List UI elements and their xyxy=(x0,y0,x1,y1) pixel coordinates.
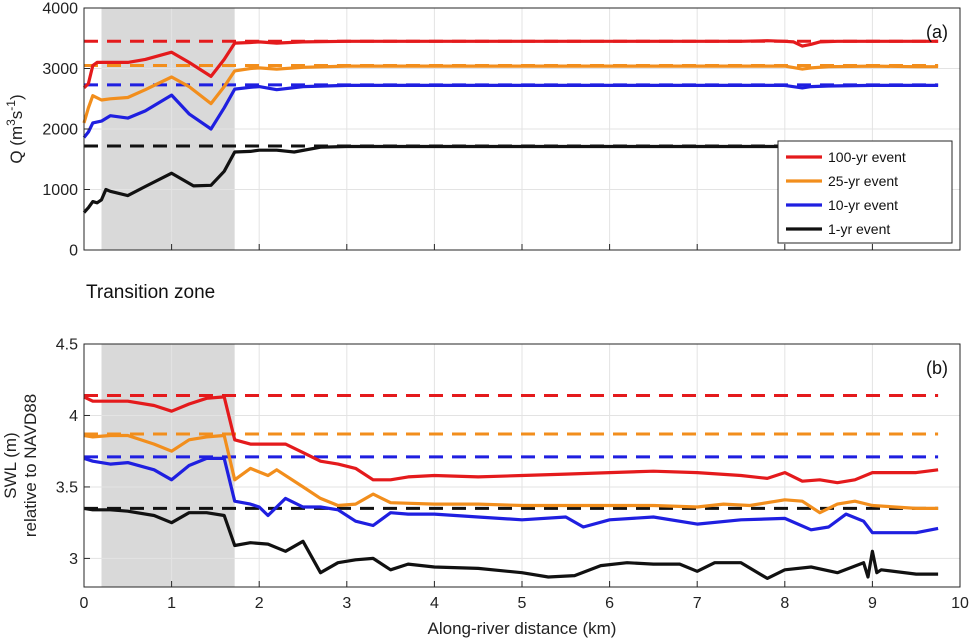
x-tick-label: 1 xyxy=(167,595,176,612)
transition-zone-shading xyxy=(101,344,235,587)
y-tick-label: 3 xyxy=(69,551,78,568)
x-tick-label: 4 xyxy=(430,595,439,612)
y-axis-label-line2: relative to NAVD88 xyxy=(21,394,40,537)
series-line-25-yr-event xyxy=(82,64,939,124)
y-tick-label: 3000 xyxy=(42,61,78,78)
y-tick-label: 4 xyxy=(69,408,78,425)
panel-label: (b) xyxy=(926,358,948,378)
x-tick-label: 0 xyxy=(80,595,89,612)
series-line-10-yr-event xyxy=(83,456,939,535)
legend-entry: 1-yr event xyxy=(828,221,890,237)
legend: 100-yr event 25-yr event 10-yr event 1-yr e… xyxy=(777,140,953,244)
series-line-25-yr-event xyxy=(83,433,939,515)
x-tick-label: 9 xyxy=(868,595,877,612)
x-tick-label: 10 xyxy=(951,595,969,612)
panel-label: (a) xyxy=(926,22,948,42)
y-axis-label: Q (m3s-1) xyxy=(4,94,26,163)
x-tick-label: 2 xyxy=(255,595,264,612)
y-tick-label: 4000 xyxy=(42,1,78,18)
series-line-1-yr-event xyxy=(83,506,939,580)
panel-b: 0 1 2 3 4 5 6 7 8 9 10 3 3.5 4 4.5 (b) SWL (m) relative t… xyxy=(1,337,969,639)
y-tick-label: 4.5 xyxy=(56,337,78,354)
x-tick-label: 8 xyxy=(780,595,789,612)
y-tick-label: 2000 xyxy=(42,122,78,139)
x-tick-label: 3 xyxy=(342,595,351,612)
series-line-1-yr-event xyxy=(82,144,939,214)
x-axis-label: Along-river distance (km) xyxy=(428,619,617,638)
legend-entry: 25-yr event xyxy=(828,173,898,189)
x-tick-label: 6 xyxy=(605,595,614,612)
x-tick-label: 5 xyxy=(518,595,527,612)
series-line-10-yr-event xyxy=(82,83,939,139)
series-line-100-yr-event xyxy=(82,39,939,90)
legend-entry: 10-yr event xyxy=(828,197,898,213)
x-tick-label: 7 xyxy=(693,595,702,612)
legend-entry: 100-yr event xyxy=(828,149,906,165)
y-axis-label-line1: SWL (m) xyxy=(1,432,20,498)
y-tick-label: 0 xyxy=(69,243,78,260)
y-tick-label: 1000 xyxy=(42,182,78,199)
transition-zone-label: Transition zone xyxy=(86,282,215,303)
y-tick-label: 3.5 xyxy=(56,479,78,496)
series-line-100-yr-event xyxy=(83,395,939,485)
panel-a: 0 1000 2000 3000 4000 (a) Q (m3s-1) xyxy=(4,1,961,260)
